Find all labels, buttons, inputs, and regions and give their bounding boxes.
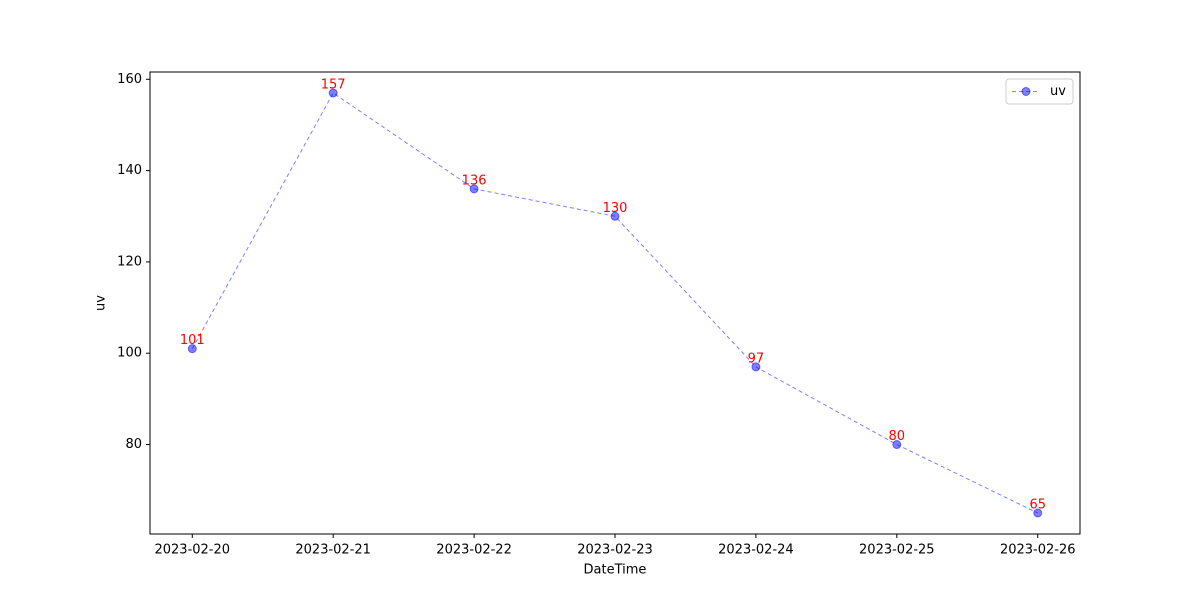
value-label: 80 — [889, 429, 906, 444]
value-label: 157 — [321, 78, 346, 93]
value-label: 65 — [1029, 498, 1046, 513]
y-tick-label: 120 — [117, 254, 142, 269]
value-label: 101 — [180, 333, 205, 348]
y-tick-label: 140 — [117, 163, 142, 178]
x-tick-label: 2023-02-25 — [859, 543, 935, 558]
x-tick-label: 2023-02-24 — [718, 543, 794, 558]
line — [191, 92, 1038, 514]
y-tick-label: 80 — [125, 437, 142, 452]
marker — [751, 362, 761, 372]
legend-label: uv — [1050, 84, 1066, 99]
marker — [1033, 508, 1043, 518]
x-tick-label: 2023-02-20 — [154, 543, 230, 558]
marker — [892, 440, 902, 450]
y-tick-label: 100 — [117, 346, 142, 361]
marker — [469, 184, 479, 194]
value-label: 130 — [603, 201, 628, 216]
marker — [610, 211, 620, 221]
value-label: 136 — [462, 173, 487, 188]
x-tick-label: 2023-02-22 — [436, 543, 512, 558]
legend-marker — [1021, 87, 1031, 96]
y-axis-label: uv — [94, 295, 109, 311]
x-tick-label: 2023-02-26 — [1000, 543, 1076, 558]
x-axis-label: DateTime — [584, 563, 647, 578]
x-tick-label: 2023-02-23 — [577, 543, 653, 558]
marker — [187, 344, 197, 354]
plot-frame — [149, 71, 1081, 535]
y-tick-label: 160 — [117, 72, 142, 87]
value-label: 97 — [748, 351, 765, 366]
x-tick-label: 2023-02-21 — [295, 543, 371, 558]
marker — [328, 88, 338, 98]
legend-box — [1005, 78, 1074, 105]
